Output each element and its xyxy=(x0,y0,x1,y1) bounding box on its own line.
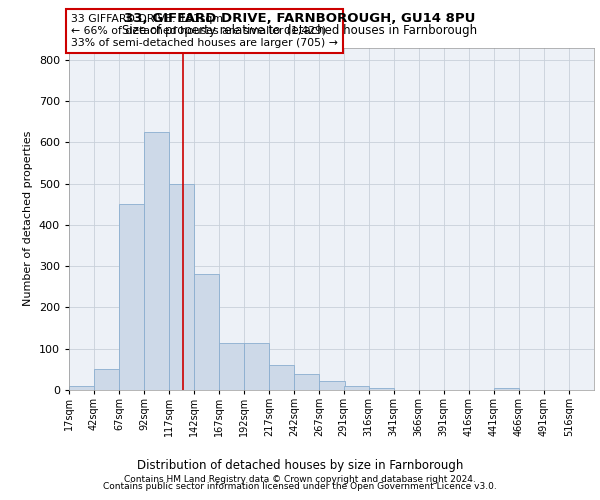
Bar xyxy=(169,184,194,390)
Bar xyxy=(344,386,368,390)
Y-axis label: Number of detached properties: Number of detached properties xyxy=(23,131,33,306)
Bar xyxy=(269,365,295,390)
Text: Contains HM Land Registry data © Crown copyright and database right 2024.: Contains HM Land Registry data © Crown c… xyxy=(124,474,476,484)
Text: Distribution of detached houses by size in Farnborough: Distribution of detached houses by size … xyxy=(137,460,463,472)
Bar xyxy=(295,374,319,390)
Bar xyxy=(219,342,244,390)
Bar xyxy=(244,342,269,390)
Text: 33 GIFFARD DRIVE: 131sqm
← 66% of detached houses are smaller (1,429)
33% of sem: 33 GIFFARD DRIVE: 131sqm ← 66% of detach… xyxy=(71,14,338,48)
Bar xyxy=(69,386,94,390)
Text: Contains public sector information licensed under the Open Government Licence v3: Contains public sector information licen… xyxy=(103,482,497,491)
Text: Size of property relative to detached houses in Farnborough: Size of property relative to detached ho… xyxy=(122,24,478,37)
Text: 33, GIFFARD DRIVE, FARNBOROUGH, GU14 8PU: 33, GIFFARD DRIVE, FARNBOROUGH, GU14 8PU xyxy=(124,12,476,26)
Bar xyxy=(368,388,394,390)
Bar xyxy=(119,204,144,390)
Bar xyxy=(94,370,119,390)
Bar xyxy=(144,132,169,390)
Bar xyxy=(194,274,219,390)
Bar xyxy=(494,388,519,390)
Bar xyxy=(319,381,344,390)
